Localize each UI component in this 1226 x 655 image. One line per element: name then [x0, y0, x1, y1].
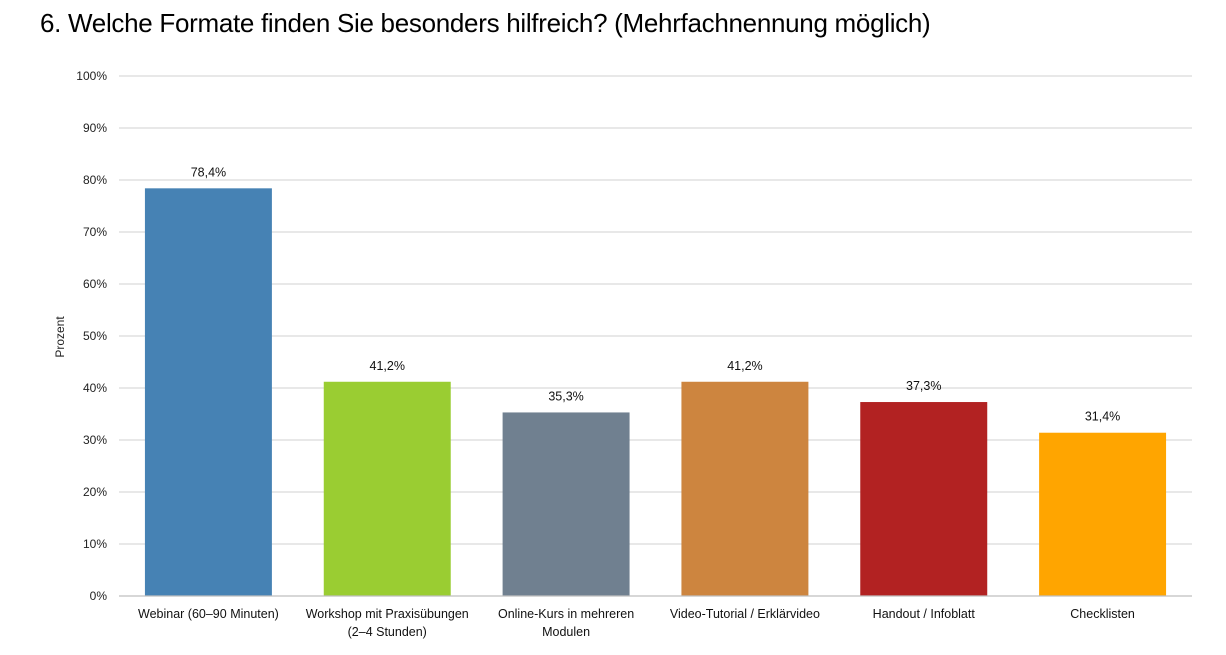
x-category-label: Webinar (60–90 Minuten)	[138, 607, 279, 621]
x-category-label: Video-Tutorial / Erklärvideo	[670, 607, 820, 621]
bar	[681, 381, 809, 596]
data-label: 41,2%	[727, 359, 762, 373]
x-category-label: Online-Kurs in mehreren Modulen	[498, 607, 634, 639]
chart-title: 6. Welche Formate finden Sie besonders h…	[40, 8, 931, 38]
gridlines	[119, 75, 1192, 545]
bar	[323, 381, 451, 596]
data-labels: 78,4% 41,2% 35,3% 41,2% 37,3% 31,4%	[191, 165, 1121, 423]
bar	[1039, 432, 1167, 596]
x-category-label: Checklisten	[1070, 607, 1135, 621]
y-tick-label: 80%	[83, 173, 107, 187]
data-label: 31,4%	[1085, 410, 1120, 424]
y-axis-ticks: 0% 10% 20% 30% 40% 50% 60% 70% 80% 90% 100%	[76, 69, 107, 603]
bar	[502, 412, 630, 596]
y-axis-title: Prozent	[53, 316, 67, 358]
data-label: 41,2%	[370, 359, 405, 373]
y-tick-label: 0%	[90, 589, 108, 603]
bar	[144, 188, 272, 596]
y-tick-label: 10%	[83, 537, 107, 551]
data-label: 37,3%	[906, 379, 941, 393]
y-tick-label: 100%	[76, 69, 107, 83]
data-label: 78,4%	[191, 165, 226, 179]
y-tick-label: 40%	[83, 381, 107, 395]
y-tick-label: 60%	[83, 277, 107, 291]
x-category-label: Workshop mit Praxisübungen (2–4 Stunden)	[306, 607, 469, 639]
y-tick-label: 50%	[83, 329, 107, 343]
x-axis-labels: Webinar (60–90 Minuten) Workshop mit Prax…	[138, 607, 1135, 639]
x-category-label: Handout / Infoblatt	[873, 607, 976, 621]
y-tick-label: 90%	[83, 121, 107, 135]
data-label: 35,3%	[548, 389, 583, 403]
y-tick-label: 30%	[83, 433, 107, 447]
y-tick-label: 20%	[83, 485, 107, 499]
y-tick-label: 70%	[83, 225, 107, 239]
bar	[860, 402, 988, 596]
bars	[144, 188, 1167, 596]
